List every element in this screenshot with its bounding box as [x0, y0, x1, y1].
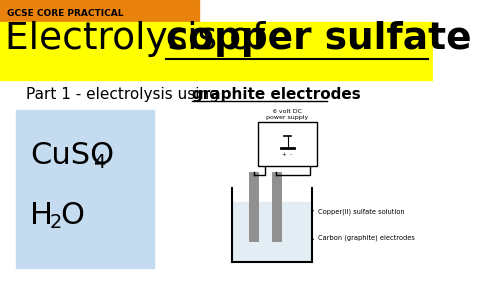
Text: Carbon (graphite) electrodes: Carbon (graphite) electrodes	[318, 235, 415, 241]
Text: 2: 2	[50, 213, 62, 232]
Text: Copper(II) sulfate solution: Copper(II) sulfate solution	[318, 209, 404, 215]
Text: H: H	[30, 201, 54, 230]
Text: Electrolysis of: Electrolysis of	[5, 21, 278, 57]
Text: GCSE CORE PRACTICAL: GCSE CORE PRACTICAL	[7, 8, 123, 17]
Text: +  -: + -	[282, 151, 292, 157]
Text: CuSO: CuSO	[30, 140, 114, 169]
Bar	[0, 0, 199, 22]
Bar	[0, 22, 433, 80]
Text: Part 1 - electrolysis using: Part 1 - electrolysis using	[26, 87, 224, 102]
Text: 6 volt DC
power supply: 6 volt DC power supply	[266, 109, 308, 120]
Text: O: O	[60, 201, 84, 230]
Bar	[250, 172, 258, 241]
Bar	[272, 172, 280, 241]
Bar	[16, 110, 154, 268]
Bar	[234, 202, 310, 261]
Text: copper sulfate: copper sulfate	[166, 21, 472, 57]
Bar	[258, 122, 317, 166]
Text: graphite electrodes: graphite electrodes	[192, 87, 361, 102]
Text: 4: 4	[92, 153, 105, 173]
